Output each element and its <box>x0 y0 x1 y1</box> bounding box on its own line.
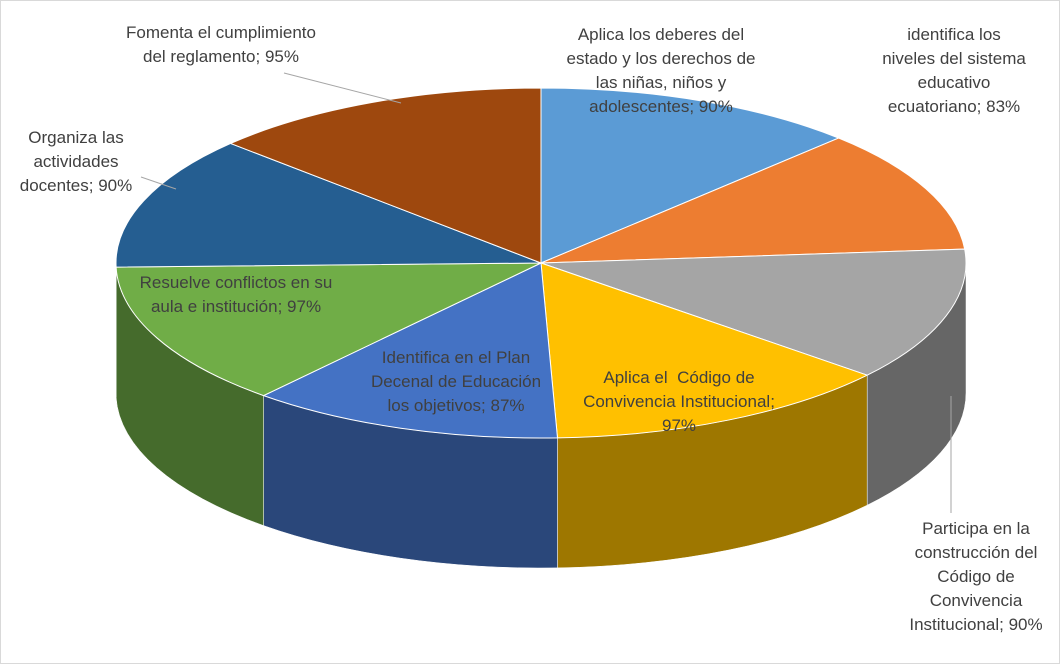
slice <box>262 262 559 439</box>
slice <box>540 262 869 439</box>
data-label: Aplica el Código de Convivencia Instituc… <box>564 366 794 438</box>
label-separator: ; <box>255 47 265 66</box>
slice <box>115 262 542 397</box>
data-label: identifica los niveles del sistema educa… <box>879 23 1029 119</box>
data-label: Aplica los deberes del estado y los dere… <box>561 23 761 119</box>
category-name: identifica los niveles del sistema educa… <box>882 25 1031 116</box>
value-label: 97% <box>287 297 322 316</box>
value-label: 90% <box>698 97 733 116</box>
label-separator: ; <box>976 97 987 116</box>
value-label: 90% <box>1008 615 1043 634</box>
category-name: Identifica en el Plan Decenal de Educaci… <box>370 348 546 415</box>
slice <box>540 87 840 264</box>
category-name: Aplica los deberes del estado y los dere… <box>566 25 761 116</box>
label-separator: ; <box>88 176 99 195</box>
value-label: 90% <box>98 176 133 195</box>
label-separator: ; <box>770 392 780 411</box>
label-separator: ; <box>481 396 491 415</box>
leader-line <box>140 176 177 190</box>
category-name: Organiza las actividades docentes <box>19 128 129 195</box>
label-separator: ; <box>999 615 1009 634</box>
label-separator: ; <box>277 297 288 316</box>
data-label: Organiza las actividades docentes; 90% <box>6 126 146 198</box>
value-label: 97% <box>661 416 697 435</box>
category-name: Aplica el Código de Convivencia Instituc… <box>583 368 771 411</box>
category-name: Participa en la construcción del Código … <box>909 519 1043 634</box>
value-label: 83% <box>986 97 1021 116</box>
data-label: Resuelve conflictos en su aula e institu… <box>136 271 336 319</box>
slice <box>115 142 542 268</box>
slice <box>540 137 966 264</box>
data-label: Fomenta el cumplimiento del reglamento; … <box>116 21 326 69</box>
data-label: Identifica en el Plan Decenal de Educaci… <box>369 346 544 418</box>
value-label: 87% <box>490 396 525 415</box>
data-label: Participa en la construcción del Código … <box>891 517 1059 637</box>
slice <box>540 248 967 376</box>
slice <box>229 87 542 264</box>
leader-line <box>283 72 402 104</box>
label-separator: ; <box>689 97 699 116</box>
category-name: Fomenta el cumplimiento del reglamento <box>126 23 321 66</box>
value-label: 95% <box>264 47 299 66</box>
category-name: Resuelve conflictos en su aula e institu… <box>139 273 338 316</box>
